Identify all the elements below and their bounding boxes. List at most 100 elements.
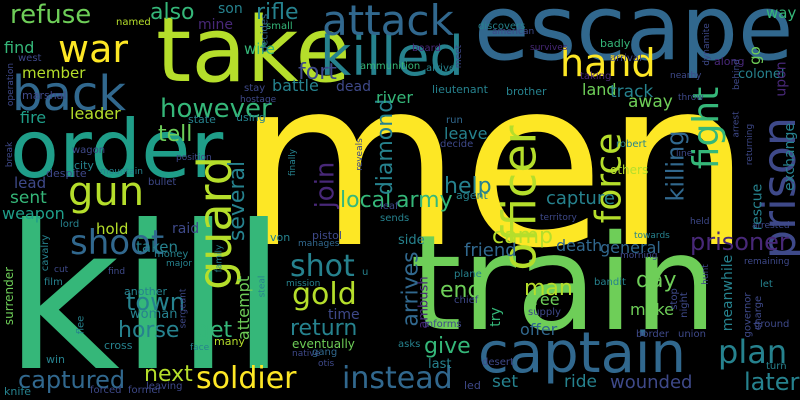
word-war: war <box>58 27 128 71</box>
word-set: set <box>492 372 518 392</box>
word-badly: badly <box>600 37 631 50</box>
word-member: member <box>22 64 86 82</box>
word-side: side <box>398 233 425 248</box>
word-however: however <box>160 94 272 124</box>
word-back: back <box>12 66 127 122</box>
word-try: try <box>487 307 504 327</box>
word-marshal: marshal <box>22 89 67 102</box>
word-board: board <box>412 43 441 54</box>
word-killing: killing <box>661 130 690 202</box>
word-instead: instead <box>342 361 453 396</box>
word-later: later <box>744 368 800 396</box>
word-taken: taken <box>136 238 178 256</box>
word-pistol: pistol <box>312 229 342 242</box>
word-find: find <box>4 38 35 57</box>
word-fire: fire <box>20 108 47 127</box>
word-meet: meet <box>454 44 465 69</box>
word-west: west <box>18 53 42 64</box>
word-former: former <box>128 385 162 396</box>
word-capture: capture <box>546 188 615 209</box>
word-kill: kill <box>4 183 287 400</box>
word-returning: returning <box>745 123 756 166</box>
word-sends: sends <box>380 213 410 224</box>
word-several: several <box>225 160 251 242</box>
word-native: native <box>292 349 321 359</box>
word-let: let <box>760 279 773 290</box>
word-leave: leave <box>444 124 488 143</box>
word-win: win <box>46 353 66 366</box>
word-mountain: mountain <box>100 167 143 177</box>
word-flee: flee <box>75 315 87 335</box>
word-territory: territory <box>540 213 577 223</box>
word-attempt: attempt <box>234 275 254 341</box>
word-bandit: bandit <box>594 277 626 288</box>
word-lieutenant: lieutenant <box>432 83 488 96</box>
word-order: order <box>10 103 224 196</box>
word-surrender: surrender <box>2 266 17 326</box>
word-away: away <box>628 92 673 112</box>
word-plane: plane <box>454 269 482 280</box>
word-family: family <box>214 244 225 273</box>
word-gold: gold <box>292 277 357 312</box>
word-finally: finally <box>288 148 299 177</box>
word-wounded: wounded <box>610 372 693 393</box>
word-rifle: rifle <box>256 0 299 25</box>
word-join: join <box>310 161 341 209</box>
word-sergeant: sergeant <box>178 288 189 329</box>
word-day: day <box>636 268 677 293</box>
word-small: small <box>266 21 293 32</box>
word-cross: cross <box>104 339 133 352</box>
word-gun: gun <box>68 169 145 215</box>
word-friend: friend <box>464 240 517 261</box>
word-son: son <box>218 1 243 17</box>
word-captured: captured <box>18 366 126 394</box>
word-soldier: soldier <box>196 361 297 396</box>
word-ride: ride <box>564 372 597 392</box>
word-general: general <box>600 238 661 257</box>
word-despite: despite <box>46 167 87 180</box>
word-nearby: nearby <box>670 71 702 81</box>
word-woman: woman <box>130 307 178 322</box>
word-lord: lord <box>60 219 80 230</box>
word-many: many <box>214 335 245 348</box>
word-wife: wife <box>244 40 275 58</box>
word-agent: agent <box>456 189 488 202</box>
word-free: free <box>528 290 560 309</box>
word-face: face <box>190 343 210 353</box>
word-man: man <box>524 276 573 301</box>
word-track: track <box>610 82 654 102</box>
word-hunt: hunt <box>700 264 711 285</box>
word-operation: operation <box>6 62 17 107</box>
word-union: union <box>678 329 706 340</box>
word-money: money <box>154 249 189 260</box>
word-weapon: weapon <box>2 204 65 223</box>
word-exchange: exchange <box>781 123 798 191</box>
word-cavalry: cavalry <box>40 234 52 272</box>
word-take: take <box>156 0 351 103</box>
word-wagon: wagon <box>72 145 106 156</box>
word-leader: leader <box>70 104 121 123</box>
word-u: u <box>362 267 369 278</box>
word-bullet: bullet <box>148 177 177 188</box>
word-river: river <box>376 88 413 107</box>
word-death: death <box>556 236 603 255</box>
word-towards: towards <box>634 231 670 241</box>
word-reveals: reveals <box>354 138 365 171</box>
word-cut: cut <box>54 265 69 275</box>
word-brother: brother <box>506 85 547 98</box>
word-using: using <box>236 111 266 124</box>
word-border: border <box>636 329 670 340</box>
word-turn: turn <box>766 361 787 372</box>
word-robert: robert <box>616 139 647 150</box>
word-governor: governor <box>742 292 754 338</box>
word-shoot: shoot <box>70 223 165 263</box>
word-army: army <box>396 188 453 213</box>
word-knife: knife <box>4 385 32 398</box>
word-taking: taking <box>580 71 612 82</box>
word-held: held <box>690 217 710 227</box>
word-asks: asks <box>398 339 421 350</box>
word-survives: survives <box>530 43 568 53</box>
word-lead: lead <box>14 174 47 192</box>
word-mine: mine <box>198 17 234 33</box>
